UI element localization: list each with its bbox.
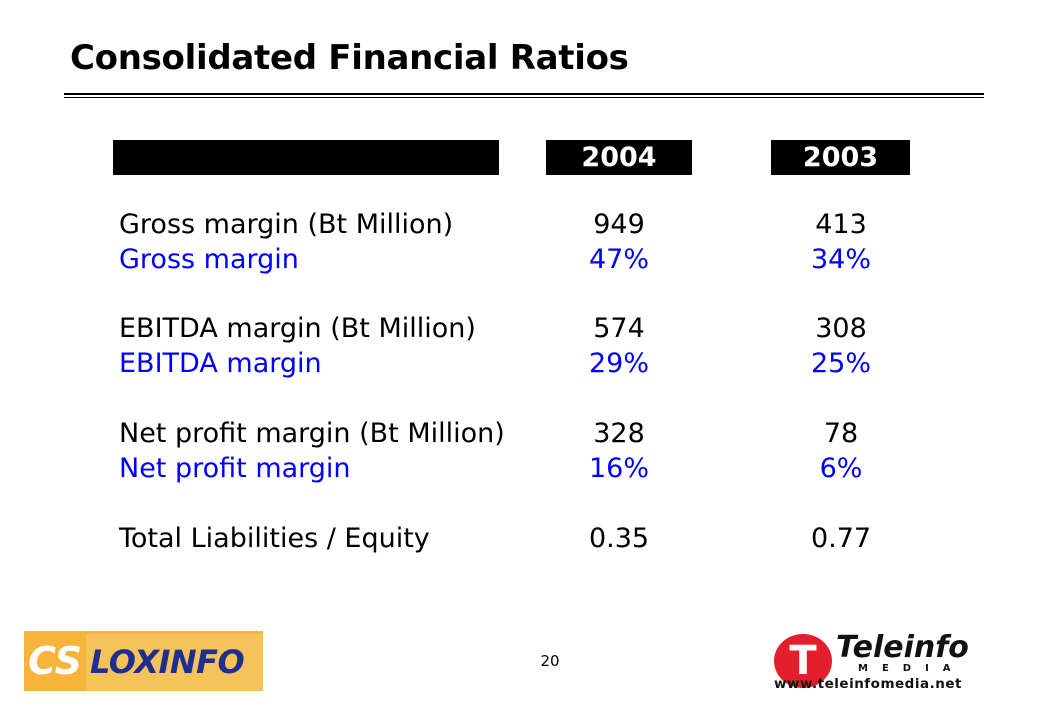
- table-row: Gross margin (Bt Million) 949 413: [0, 207, 1040, 243]
- table-row: Net profit margin 16% 6%: [0, 451, 1040, 487]
- value-2004: 949: [593, 209, 645, 240]
- row-label: EBITDA margin: [119, 348, 322, 379]
- row-label: Gross margin: [119, 244, 299, 275]
- row-label: EBITDA margin (Bt Million): [119, 313, 476, 344]
- column-header-2004: 2004: [581, 142, 657, 173]
- value-2003: 0.77: [810, 523, 872, 554]
- row-label: Net profit margin (Bt Million): [119, 418, 505, 449]
- value-2004: 328: [593, 418, 645, 449]
- value-2003: 34%: [810, 244, 871, 275]
- header-label-bar: [113, 140, 499, 175]
- cs-logo-mark: CS: [24, 631, 86, 691]
- table-row: Gross margin 47% 34%: [0, 242, 1040, 278]
- value-2003: 25%: [810, 348, 871, 379]
- loxinfo-logo-text: LOXINFO: [86, 631, 263, 691]
- teleinfo-logo-sub: MEDIA: [858, 663, 965, 674]
- table-row: EBITDA margin (Bt Million) 574 308: [0, 311, 1040, 347]
- table-row: EBITDA margin 29% 25%: [0, 346, 1040, 382]
- title-divider-thin: [64, 97, 984, 98]
- column-header-2003: 2003: [802, 142, 879, 173]
- teleinfo-logo-url: www.teleinfomedia.net: [774, 676, 962, 692]
- teleinfo-logo: T Teleinfo MEDIA www.teleinfomedia.net: [772, 630, 1004, 692]
- title-divider: [64, 93, 984, 95]
- value-2003: 308: [815, 313, 867, 344]
- row-label: Total Liabilities / Equity: [119, 523, 430, 554]
- value-2003: 6%: [819, 453, 863, 484]
- value-2004: 0.35: [588, 523, 650, 554]
- cs-loxinfo-logo: CS LOXINFO: [24, 631, 263, 691]
- page-number: 20: [540, 652, 560, 670]
- table-row: Net profit margin (Bt Million) 328 78: [0, 416, 1040, 452]
- teleinfo-logo-name: Teleinfo: [836, 630, 969, 665]
- value-2003: 413: [815, 209, 867, 240]
- value-2004: 574: [593, 313, 645, 344]
- header-bar-2004: [546, 140, 692, 175]
- slide-title: Consolidated Financial Ratios: [70, 38, 629, 78]
- header-bar-2003: [771, 140, 910, 175]
- value-2003: 78: [823, 418, 859, 449]
- value-2004: 29%: [588, 348, 649, 379]
- teleinfo-mark-icon: T: [774, 634, 832, 688]
- value-2004: 16%: [588, 453, 649, 484]
- row-label: Net profit margin: [119, 453, 351, 484]
- value-2004: 47%: [588, 244, 649, 275]
- row-label: Gross margin (Bt Million): [119, 209, 454, 240]
- table-row: Total Liabilities / Equity 0.35 0.77: [0, 521, 1040, 557]
